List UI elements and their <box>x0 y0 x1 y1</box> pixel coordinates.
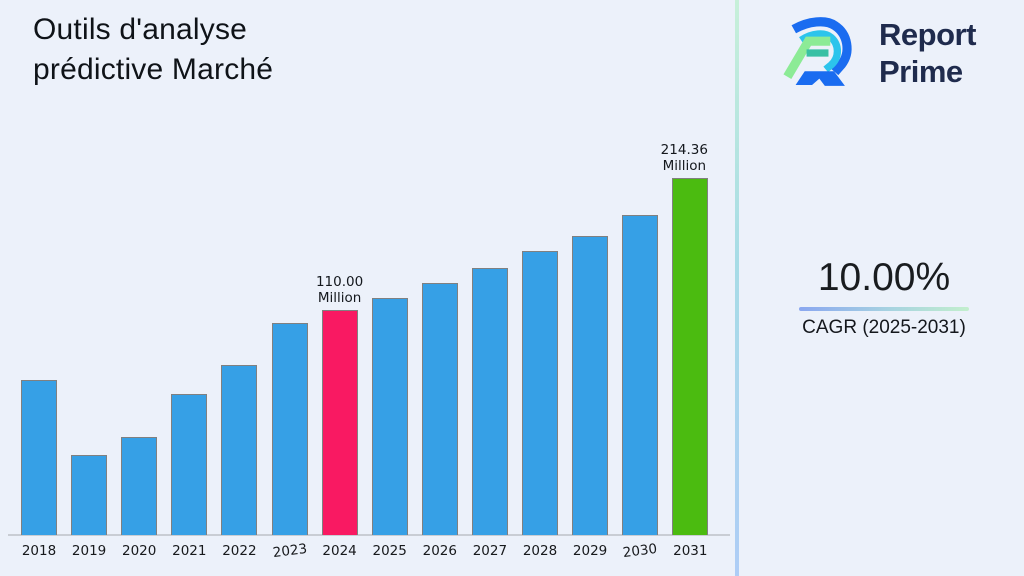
page-title: Outils d'analyse prédictive Marché <box>33 13 274 86</box>
x-tick-2028: 2028 <box>522 543 558 559</box>
report-prime-logo: Report Prime <box>781 10 976 96</box>
bar-2023 <box>271 323 308 535</box>
x-tick-2021: 2021 <box>172 543 207 559</box>
bar-2019 <box>71 455 108 535</box>
bar-2029 <box>572 236 609 535</box>
bar-2022 <box>221 365 258 535</box>
bar-2018 <box>21 380 57 535</box>
cagr-stat: 10.00% CAGR (2025-2031) <box>795 256 973 339</box>
x-tick-2029: 2029 <box>572 543 608 559</box>
x-tick-2018: 2018 <box>21 543 57 559</box>
vertical-divider <box>735 0 739 576</box>
x-axis-line <box>8 534 730 536</box>
report-prime-logo-icon <box>783 17 852 86</box>
x-tick-2023: 2023 <box>271 540 308 562</box>
cagr-underline <box>799 307 969 311</box>
x-tick-2025: 2025 <box>372 543 407 559</box>
x-tick-2030: 2030 <box>622 540 659 562</box>
data-label-2024: 110.00 Million <box>315 274 364 306</box>
brand-line-2: Prime <box>879 54 963 89</box>
brand-line-1: Report <box>879 17 976 52</box>
report-prime-logo-text: Report Prime <box>879 16 976 90</box>
bar-2024 <box>321 310 358 535</box>
x-tick-2031: 2031 <box>673 543 708 559</box>
bar-2028 <box>522 251 558 535</box>
x-tick-2022: 2022 <box>222 543 257 559</box>
x-tick-2026: 2026 <box>422 543 457 559</box>
cagr-value: 10.00% <box>817 256 951 299</box>
x-tick-2027: 2027 <box>472 543 508 559</box>
bar-2026 <box>421 283 458 535</box>
bar-2020 <box>121 437 158 535</box>
data-label-2031: 214.36 Million <box>660 142 708 174</box>
x-tick-2019: 2019 <box>71 543 107 559</box>
bar-2021 <box>171 394 208 535</box>
bar-2031 <box>672 178 709 535</box>
cagr-label: CAGR (2025-2031) <box>802 317 966 338</box>
x-tick-2020: 2020 <box>122 543 157 559</box>
bar-2025 <box>371 298 408 535</box>
bar-2027 <box>471 268 508 535</box>
bar-2030 <box>622 215 659 535</box>
x-tick-2024: 2024 <box>322 543 357 559</box>
